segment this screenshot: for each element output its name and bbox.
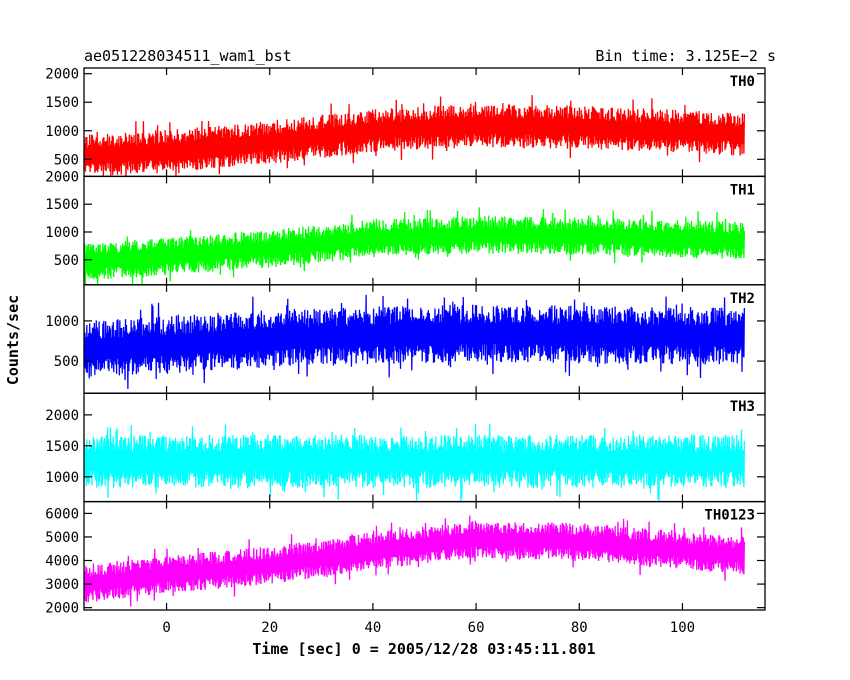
panel-th1: 500 1000 1500 2000 TH1 bbox=[45, 169, 766, 286]
y-axis-label: Counts/sec bbox=[4, 295, 22, 385]
series-th1 bbox=[84, 207, 746, 285]
y-tick-label: 1000 bbox=[45, 225, 79, 241]
panel-th2: 500 1000 TH2 bbox=[45, 284, 766, 394]
panel-th3: 1000 1500 2000 TH3 bbox=[45, 392, 766, 503]
x-axis-label: Time [sec] 0 = 2005/12/28 03:45:11.801 bbox=[252, 640, 595, 658]
x-tick-label: 100 bbox=[670, 620, 695, 636]
x-tick-label: 60 bbox=[468, 620, 485, 636]
x-tick-label: 40 bbox=[364, 620, 381, 636]
y-tick-label: 2000 bbox=[45, 408, 79, 424]
series-th2 bbox=[84, 294, 746, 389]
y-tick-label: 500 bbox=[54, 354, 79, 370]
panel-label-th0123: TH0123 bbox=[704, 508, 755, 524]
panel-label-th0: TH0 bbox=[730, 74, 755, 90]
panel-th0: 500 1000 1500 2000 TH0 bbox=[45, 67, 766, 178]
panel-label-th1: TH1 bbox=[730, 182, 755, 198]
series-th0123 bbox=[84, 515, 746, 607]
y-tick-label: 1000 bbox=[45, 124, 79, 140]
y-tick-label: 2000 bbox=[45, 169, 79, 185]
series-th3 bbox=[84, 423, 746, 502]
y-tick-label: 4000 bbox=[45, 554, 79, 570]
y-tick-label: 1000 bbox=[45, 470, 79, 486]
y-tick-label: 2000 bbox=[45, 601, 79, 617]
series-th0 bbox=[84, 95, 746, 177]
y-tick-label: 1500 bbox=[45, 95, 79, 111]
y-tick-label: 500 bbox=[54, 152, 79, 168]
chart-title-right: Bin time: 3.125E−2 s bbox=[595, 47, 776, 65]
y-tick-label: 6000 bbox=[45, 506, 79, 522]
y-tick-label: 3000 bbox=[45, 577, 79, 593]
panel-stack: 500 1000 1500 2000 TH0 500 1000 1500 2000 TH1 500 1… bbox=[45, 67, 766, 617]
y-tick-label: 1000 bbox=[45, 314, 79, 330]
y-tick-label: 2000 bbox=[45, 67, 79, 83]
panel-label-th3: TH3 bbox=[730, 399, 755, 415]
x-tick-label: 0 bbox=[162, 620, 170, 636]
y-tick-label: 1500 bbox=[45, 439, 79, 455]
x-axis: 0 20 40 60 80 100 bbox=[162, 620, 695, 636]
panel-th0123: 2000 3000 4000 5000 6000 TH0123 bbox=[45, 500, 766, 617]
x-tick-label: 20 bbox=[261, 620, 278, 636]
x-tick-label: 80 bbox=[571, 620, 588, 636]
y-tick-label: 500 bbox=[54, 253, 79, 269]
y-tick-label: 5000 bbox=[45, 530, 79, 546]
panel-label-th2: TH2 bbox=[730, 291, 755, 307]
chart-title-left: ae051228034511_wam1_bst bbox=[84, 47, 292, 65]
y-tick-label: 1500 bbox=[45, 197, 79, 213]
panel-frame bbox=[83, 500, 766, 611]
